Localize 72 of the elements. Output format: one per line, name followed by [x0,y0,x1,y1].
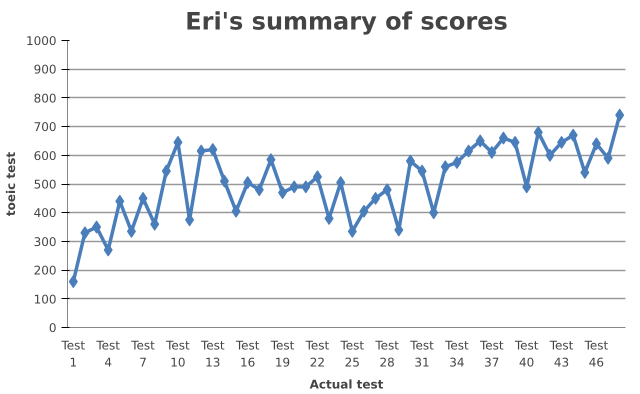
point [568,128,578,142]
point [406,154,415,168]
point [604,152,613,165]
point [498,132,508,145]
point [418,164,427,178]
point [440,160,450,174]
x-tick-label: Test 25 [339,338,364,370]
x-tick-label: Test 4 [95,338,120,370]
point [359,204,368,218]
point [348,224,357,238]
x-tick-label: Test 16 [234,338,260,370]
x-tick-label: Test 43 [548,338,574,370]
x-tick-label: Test 34 [444,338,470,370]
point [452,156,462,169]
y-tick-label: 500 [34,178,56,192]
x-tick-label: Test 7 [130,338,156,370]
x-tick-label: Test 10 [165,338,190,370]
point [104,244,113,257]
point [476,134,485,148]
y-tick-label: 600 [34,148,56,163]
x-tick-label: Test 28 [374,338,400,370]
y-tick-label: 700 [34,120,56,134]
point [580,166,590,180]
point [534,126,543,139]
y-tick-label: 800 [34,91,56,106]
y-tick-label: 300 [34,234,56,249]
point [615,108,624,122]
x-tick-label: Test 13 [200,338,225,370]
point [138,192,148,205]
point [545,148,554,162]
point [162,164,171,178]
y-tick-label: 200 [34,264,56,278]
y-tick-label: 400 [34,206,56,220]
x-tick-label: Test 1 [60,338,86,370]
y-axis-title: toeic test [4,152,18,216]
x-tick-label: Test 40 [514,338,539,370]
point [510,136,520,149]
y-tick-label: 100 [34,292,56,306]
chart-title: Eri's summary of scores [185,8,508,36]
y-tick-label: 1000 [26,34,57,48]
point [382,183,392,196]
point [266,153,276,166]
point [371,192,380,205]
point [115,194,124,208]
point [232,204,241,218]
point [557,136,566,149]
x-tick-label: Test 46 [584,338,609,370]
point [301,180,310,194]
point [243,176,252,190]
x-tick-label: Test 22 [304,338,330,370]
point [92,220,102,234]
point [126,224,136,238]
point [487,146,496,159]
x-axis-title: Actual test [310,377,384,392]
point [592,137,601,150]
point [150,218,160,231]
point [80,226,90,240]
x-tick-label: Test 19 [270,338,295,370]
point [208,143,218,156]
point [464,144,474,158]
point [220,174,229,188]
point [278,186,288,200]
y-tick-label: 900 [34,62,56,77]
x-tick-label: Test 37 [478,338,504,370]
point [312,170,322,184]
point [68,275,78,288]
point [290,180,299,194]
x-tick-label: Test 31 [409,338,434,370]
y-tick-label: 0 [48,321,57,335]
point [324,212,334,225]
point [254,183,264,196]
point [196,144,206,158]
